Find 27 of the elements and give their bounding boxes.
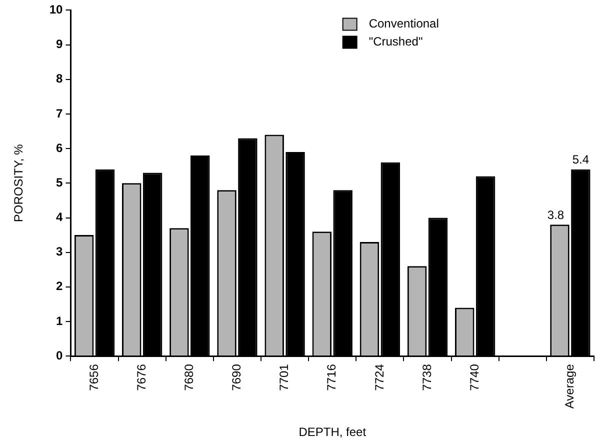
y-tick-label: 4 bbox=[56, 210, 64, 224]
data-label: 3.8 bbox=[547, 208, 564, 222]
x-tick-label: 7680 bbox=[182, 364, 196, 391]
x-tick-label: 7740 bbox=[467, 364, 482, 391]
y-tick-label: 7 bbox=[56, 106, 64, 120]
legend-label: Conventional bbox=[368, 16, 439, 31]
x-tick-label: 7701 bbox=[277, 364, 292, 391]
y-tick-label: 9 bbox=[56, 37, 64, 52]
y-tick-label: 0 bbox=[56, 348, 64, 362]
x-tick-label: 7738 bbox=[420, 364, 434, 391]
x-tick-label: 7690 bbox=[230, 364, 244, 391]
legend-label: "Crushed" bbox=[368, 34, 423, 49]
y-tick-label: 1 bbox=[56, 314, 64, 328]
x-tick-label: Average bbox=[562, 364, 577, 409]
y-tick-label: 8 bbox=[56, 72, 64, 86]
x-tick-label: 7656 bbox=[86, 364, 101, 391]
y-tick-label: 10 bbox=[49, 2, 64, 17]
y-tick-label: 2 bbox=[56, 279, 64, 294]
y-tick-label: 5 bbox=[56, 175, 64, 190]
data-label: 5.4 bbox=[572, 152, 590, 167]
y-axis-title: POROSITY, % bbox=[12, 144, 26, 222]
x-tick-label: 7724 bbox=[372, 364, 386, 391]
x-axis-title: DEPTH, feet bbox=[298, 425, 367, 440]
x-tick-label: 7716 bbox=[324, 364, 339, 391]
y-tick-label: 6 bbox=[56, 140, 64, 155]
y-tick-label: 3 bbox=[56, 244, 64, 259]
x-tick-label: 7676 bbox=[134, 364, 148, 391]
